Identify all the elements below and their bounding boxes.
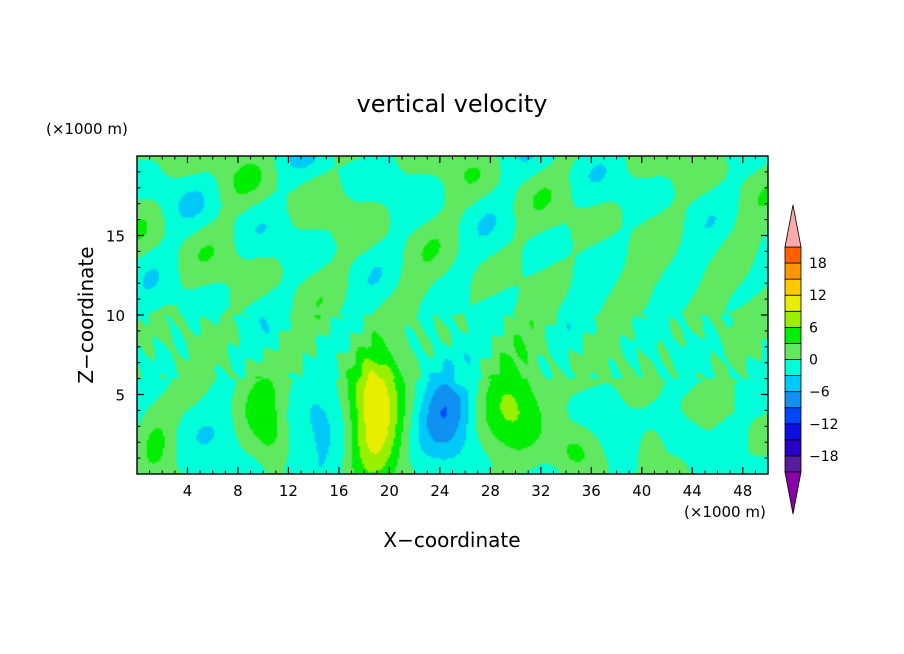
y-axis-ticks: 5 10 15: [106, 171, 768, 459]
colorbar-band: [784, 343, 802, 360]
colorbar-band: [784, 407, 802, 425]
chart-title: vertical velocity: [357, 90, 548, 118]
y-tick-label: 5: [115, 387, 125, 405]
colorbar-band: [784, 294, 802, 312]
x-axis-label: X−coordinate: [383, 528, 520, 552]
heatmap-image: [137, 156, 768, 474]
colorbar-tick-label: 6: [809, 320, 818, 336]
x-axis-ticks: 4 8 12 16 20 24 28 32 36 40 44 48: [149, 156, 756, 500]
colorbar-band: [784, 391, 802, 409]
colorbar-band: [784, 455, 802, 473]
x-tick-label: 16: [329, 482, 348, 500]
x-tick-label: 44: [683, 482, 702, 500]
y-unit-label: (×1000 m): [46, 120, 128, 138]
colorbar-band: [784, 246, 802, 264]
x-tick-label: 12: [279, 482, 298, 500]
heatmap-field: [137, 156, 768, 474]
colorbar-tick-label: 0: [809, 353, 818, 369]
colorbar-band: [784, 326, 802, 344]
x-unit-label: (×1000 m): [684, 503, 766, 521]
x-tick-label: 48: [733, 482, 752, 500]
colorbar-band: [784, 375, 802, 393]
colorbar-tick-label: 12: [809, 288, 827, 304]
colorbar-min-extend: [784, 471, 802, 515]
colorbar-tick-label: −12: [809, 417, 839, 433]
x-tick-label: 36: [582, 482, 601, 500]
y-tick-label: 10: [106, 307, 125, 325]
colorbar: 18 12 6 0 −6 −12 −18: [784, 204, 839, 515]
colorbar-band: [784, 278, 802, 296]
x-tick-label: 28: [481, 482, 500, 500]
x-tick-label: 40: [632, 482, 651, 500]
colorbar-tick-label: −6: [809, 385, 830, 401]
colorbar-band: [784, 262, 802, 280]
x-tick-label: 20: [380, 482, 399, 500]
x-tick-label: 24: [430, 482, 449, 500]
x-tick-label: 32: [531, 482, 550, 500]
colorbar-band: [784, 423, 802, 441]
colorbar-tick-label: 18: [809, 256, 827, 272]
colorbar-max-extend: [784, 204, 802, 248]
colorbar-band: [784, 359, 802, 376]
x-tick-label: 4: [183, 482, 193, 500]
y-tick-label: 15: [106, 228, 125, 246]
x-tick-label: 8: [233, 482, 243, 500]
colorbar-tick-label: −18: [809, 449, 839, 465]
y-axis-label: Z−coordinate: [74, 246, 98, 383]
colorbar-band: [784, 310, 802, 328]
colorbar-band: [784, 439, 802, 457]
